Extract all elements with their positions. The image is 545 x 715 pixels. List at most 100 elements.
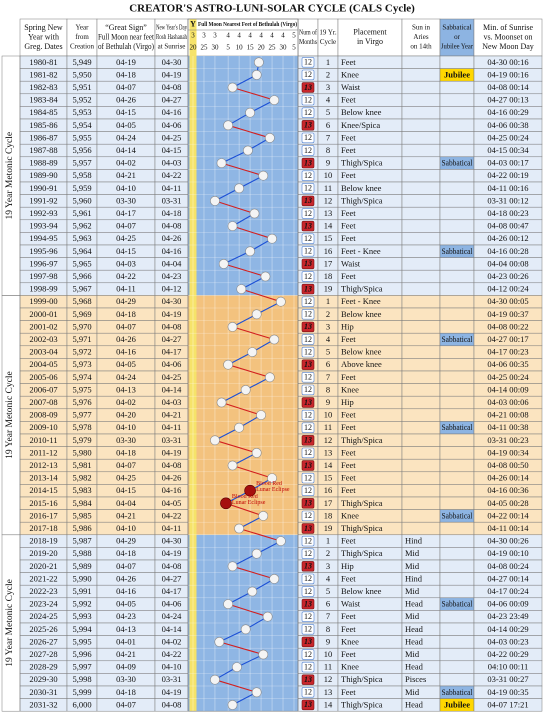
months-value: 12 <box>304 108 312 117</box>
table-cell <box>401 395 441 410</box>
cell-cycle: 1 <box>326 536 330 546</box>
cell-new-year: 04-27 <box>162 573 182 583</box>
cell-sun: Hind <box>405 536 423 546</box>
cell-cycle: 7 <box>326 611 330 621</box>
month-box <box>301 271 315 282</box>
table-cell <box>439 484 475 498</box>
cell-years: 2022-23 <box>29 586 57 596</box>
months-value: 12 <box>304 486 312 495</box>
table-cell <box>439 219 475 233</box>
month-box <box>301 57 315 68</box>
cell-new-year: 04-19 <box>162 309 182 319</box>
cell-years: 1992-93 <box>29 208 57 218</box>
connector <box>227 364 271 378</box>
cell-new-year: 04-04 <box>162 258 183 268</box>
full-moon-dot <box>234 523 245 534</box>
cell-placement: Thigh/Spica <box>341 699 383 709</box>
cell-min: 04-30 00:05 <box>487 296 528 306</box>
months-value: 12 <box>304 587 312 596</box>
cell-new-year: 04-26 <box>162 233 182 243</box>
header-text: New Moon Day <box>482 42 534 51</box>
table-cell <box>401 106 441 120</box>
cell-placement: Feet <box>341 485 356 495</box>
table-cell <box>401 244 441 258</box>
cell-full-moon: 04-20 <box>116 410 136 420</box>
cell-years: 1996-97 <box>29 258 57 268</box>
cell-cycle: 10 <box>324 410 333 420</box>
cell-cycle: 19 <box>324 284 333 294</box>
header-text: Months <box>299 38 317 46</box>
table-cell <box>401 358 441 372</box>
table-cell <box>401 295 441 309</box>
cell-min: 04-16 00:29 <box>487 107 528 117</box>
connector <box>214 439 257 454</box>
cell-placement: Thigh/Spica <box>341 195 383 205</box>
cell-sabbatical: Sabbatical <box>442 158 474 168</box>
cell-sun: Mid <box>405 561 420 571</box>
cell-placement: Feet <box>341 132 356 142</box>
cell-placement: Thigh/Spica <box>341 158 383 168</box>
cell-creation: 5,953 <box>72 107 91 117</box>
cell-new-year: 04-30 <box>162 536 182 546</box>
cell-creation: 5,974 <box>72 372 92 382</box>
header-text: Year with <box>28 32 59 41</box>
cell-placement: Knee <box>341 636 359 646</box>
cell-new-year: 04-24 <box>162 611 183 621</box>
table-cell <box>401 332 441 347</box>
cell-new-year: 04-18 <box>162 208 182 218</box>
cell-full-moon: 04-21 <box>116 170 136 180</box>
cell-full-moon: 04-04 <box>116 498 137 508</box>
leap-badge <box>301 498 315 509</box>
cell-min: 04-23 23:49 <box>487 611 528 621</box>
cell-years: 2021-22 <box>29 573 57 583</box>
cell-cycle: 5 <box>326 107 330 117</box>
cell-placement: Knee/Spica <box>341 120 380 130</box>
month-box <box>301 170 315 181</box>
cell-min: 04-22 00:29 <box>487 649 528 659</box>
cell-new-year: 04-25 <box>162 372 182 382</box>
cell-min: 04-05 00:28 <box>487 498 528 508</box>
cell-sun: Hind <box>405 573 423 583</box>
cell-cycle: 19 <box>324 523 333 533</box>
months-value: 12 <box>304 549 312 558</box>
cell-placement: Feet <box>341 372 356 382</box>
cell-new-year: 04-14 <box>162 384 183 394</box>
cell-creation: 5,983 <box>72 485 91 495</box>
header-text: Spring New <box>24 23 63 32</box>
cell-placement: Feet <box>341 410 356 420</box>
cell-min: 04-22 00:19 <box>487 170 528 180</box>
header-cell <box>66 18 98 57</box>
table-cell <box>401 471 441 485</box>
months-value: 12 <box>304 95 312 104</box>
months-value: 12 <box>304 58 312 67</box>
cell-new-year: 04-06 <box>162 599 182 609</box>
cell-creation: 5,954 <box>72 120 92 130</box>
header-text: Placement <box>353 28 387 37</box>
table-cell <box>401 219 441 233</box>
header-text: of Bethulah (Virgo) <box>98 42 154 51</box>
leap-badge <box>301 523 315 534</box>
full-moon-dot <box>251 70 262 80</box>
cell-min: 04-19 00:37 <box>487 309 528 319</box>
cell-placement: Feet <box>341 221 356 231</box>
cell-placement: Feet - Knee <box>341 296 381 306</box>
full-moon-dot <box>251 687 262 698</box>
full-moon-dot <box>267 233 277 244</box>
months-value: 12 <box>304 171 312 180</box>
cell-full-moon: 04-18 <box>116 687 136 697</box>
cell-cycle: 7 <box>326 372 330 382</box>
cell-new-year: 04-17 <box>162 347 182 357</box>
months-value: 12 <box>304 574 312 583</box>
cell-years: 2031-32 <box>29 699 57 709</box>
cell-placement: Below knee <box>341 107 382 117</box>
cell-new-year: 04-11 <box>162 422 182 432</box>
months-value: 13 <box>304 675 312 684</box>
cell-cycle: 16 <box>324 246 333 256</box>
table-cell <box>439 383 475 397</box>
cell-sun: Head <box>405 636 424 646</box>
table-cell <box>401 118 441 132</box>
cell-years: 1984-85 <box>29 107 57 117</box>
tick-month: 4 <box>248 32 252 40</box>
months-value: 13 <box>304 259 312 268</box>
cell-placement: Below knee <box>341 309 382 319</box>
